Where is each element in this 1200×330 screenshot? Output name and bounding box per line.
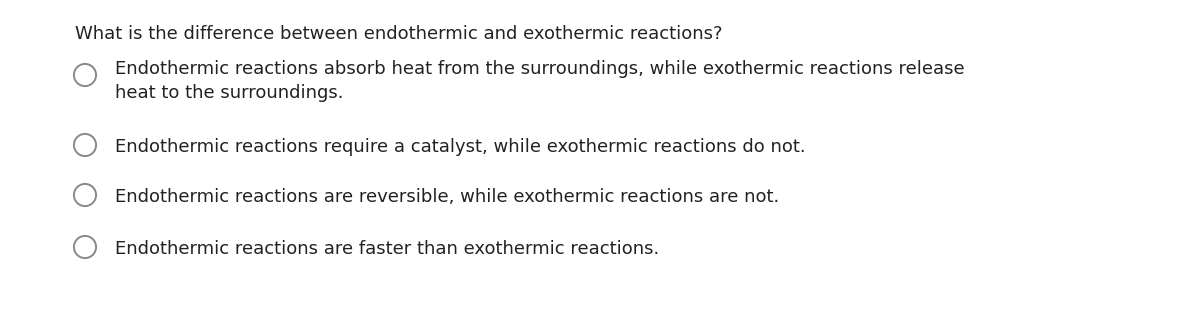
Text: What is the difference between endothermic and exothermic reactions?: What is the difference between endotherm… (74, 25, 722, 43)
Text: Endothermic reactions are reversible, while exothermic reactions are not.: Endothermic reactions are reversible, wh… (115, 188, 779, 206)
Point (76, 244, 95, 249)
Point (76, 72, 95, 78)
Text: Endothermic reactions absorb heat from the surroundings, while exothermic reacti: Endothermic reactions absorb heat from t… (115, 60, 965, 102)
Point (76, 142, 95, 148)
Text: Endothermic reactions are faster than exothermic reactions.: Endothermic reactions are faster than ex… (115, 240, 659, 258)
Text: Endothermic reactions require a catalyst, while exothermic reactions do not.: Endothermic reactions require a catalyst… (115, 138, 805, 156)
Point (76, 192, 95, 198)
